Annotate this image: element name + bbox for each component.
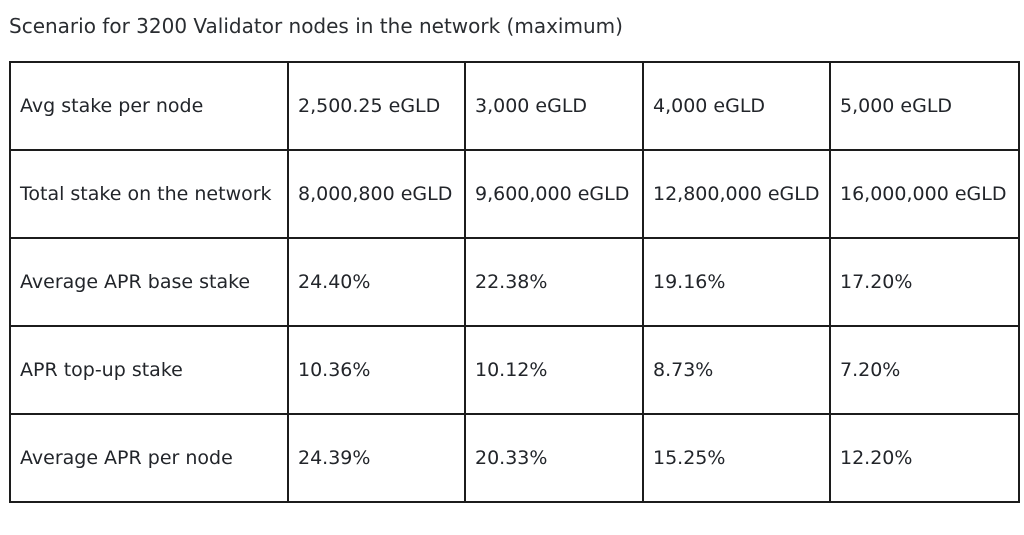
table-cell: 24.40% <box>287 237 466 327</box>
table-cell: 20.33% <box>464 413 644 503</box>
row-label-cell: Average APR per node <box>9 413 289 503</box>
table-cell: 8,000,800 eGLD <box>287 149 466 239</box>
table-cell: 4,000 eGLD <box>642 61 831 151</box>
table-row-apr-topup: APR top-up stake 10.36% 10.12% 8.73% 7.2… <box>9 325 1020 415</box>
row-label-cell: Avg stake per node <box>9 61 289 151</box>
table-cell: 10.12% <box>464 325 644 415</box>
table-cell: 17.20% <box>829 237 1020 327</box>
row-label-cell: APR top-up stake <box>9 325 289 415</box>
row-label-cell: Total stake on the network <box>9 149 289 239</box>
table-row-apr-base: Average APR base stake 24.40% 22.38% 19.… <box>9 237 1020 327</box>
table-cell: 16,000,000 eGLD <box>829 149 1020 239</box>
table-cell: 10.36% <box>287 325 466 415</box>
table-cell: 7.20% <box>829 325 1020 415</box>
table-cell: 12,800,000 eGLD <box>642 149 831 239</box>
table-cell: 8.73% <box>642 325 831 415</box>
table-row-avg-stake: Avg stake per node 2,500.25 eGLD 3,000 e… <box>9 61 1020 151</box>
scenario-table: Avg stake per node 2,500.25 eGLD 3,000 e… <box>9 61 1020 503</box>
table-cell: 5,000 eGLD <box>829 61 1020 151</box>
table-cell: 15.25% <box>642 413 831 503</box>
table-caption: Scenario for 3200 Validator nodes in the… <box>9 14 623 38</box>
table-cell: 12.20% <box>829 413 1020 503</box>
table-cell: 24.39% <box>287 413 466 503</box>
table-cell: 9,600,000 eGLD <box>464 149 644 239</box>
row-label-cell: Average APR base stake <box>9 237 289 327</box>
table-cell: 2,500.25 eGLD <box>287 61 466 151</box>
table-cell: 22.38% <box>464 237 644 327</box>
table-cell: 3,000 eGLD <box>464 61 644 151</box>
table-row-apr-per-node: Average APR per node 24.39% 20.33% 15.25… <box>9 413 1020 503</box>
table-cell: 19.16% <box>642 237 831 327</box>
table-row-total-stake: Total stake on the network 8,000,800 eGL… <box>9 149 1020 239</box>
